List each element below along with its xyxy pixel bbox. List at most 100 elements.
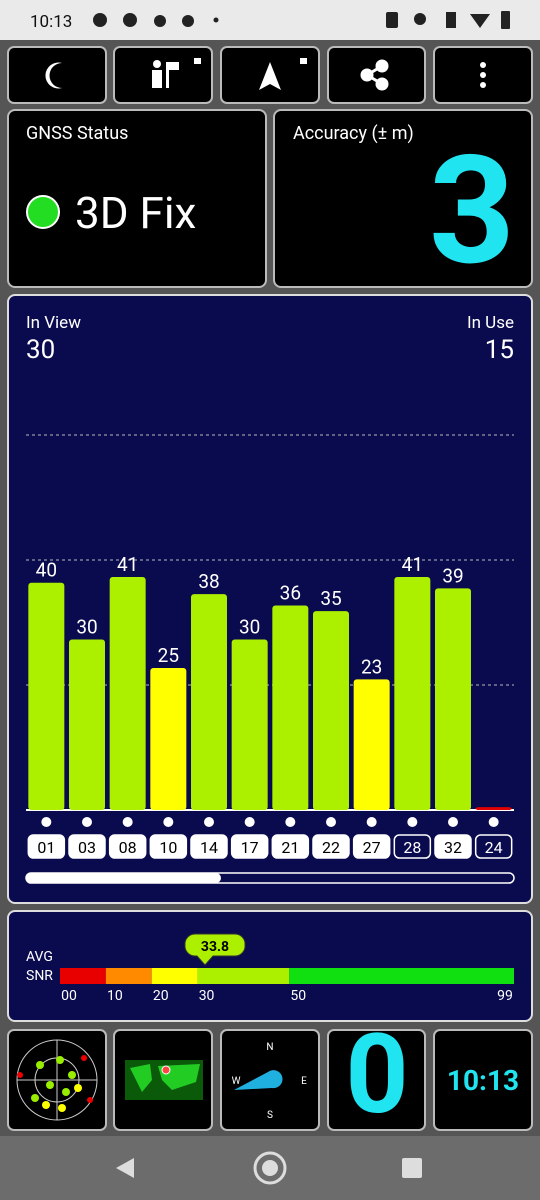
status-time: 10:13: [30, 12, 72, 32]
compass-needle: [234, 1070, 283, 1090]
sat-id-box: [108, 834, 147, 859]
clock-box: [433, 1029, 533, 1131]
lock-icon: [300, 58, 307, 64]
gnss-title: GNSS Status: [26, 123, 128, 144]
sat-dot: [244, 817, 255, 827]
sat-dot: [122, 817, 133, 827]
sat-id: 32: [444, 838, 462, 857]
arrow-icon: [259, 62, 281, 90]
night-button[interactable]: [7, 46, 107, 104]
poi-button[interactable]: [113, 46, 213, 104]
snr-tick-label: 99: [497, 988, 513, 1004]
snr-tick-label: 50: [290, 988, 306, 1004]
sat-dot: [41, 817, 52, 827]
snr-band: [60, 968, 106, 984]
in-use-label: In Use: [467, 313, 514, 333]
avg-value: 33.8: [201, 939, 229, 955]
speed-value: 0: [345, 1010, 408, 1139]
value-label: 30: [239, 616, 260, 639]
fix-indicator: [26, 195, 60, 229]
compass-n: N: [266, 1042, 273, 1053]
compass-s: S: [267, 1110, 273, 1121]
sat-id-box: [190, 834, 228, 859]
sat-id-box: [434, 834, 472, 859]
value-label: 35: [320, 587, 341, 610]
sat-id: 22: [322, 838, 340, 857]
back-button[interactable]: [116, 1158, 134, 1178]
sat-id-box: [352, 834, 391, 859]
value-label: 41: [402, 553, 423, 576]
sat-id-box: [312, 834, 350, 859]
home-dot: [262, 1160, 278, 1176]
sat-id-box: [230, 834, 269, 859]
snr-band: [197, 968, 290, 984]
sat-id: 17: [241, 838, 259, 857]
value-label: 23: [361, 655, 382, 678]
snr-panel: [7, 910, 533, 1022]
avg-marker: [184, 933, 246, 966]
bar: [109, 577, 146, 810]
home-button[interactable]: [253, 1151, 287, 1185]
snr-tick-label: 10: [107, 988, 123, 1004]
sat-id-box: [271, 834, 310, 859]
share-icon: [360, 59, 389, 91]
bar: [28, 582, 65, 810]
value-label: 38: [198, 570, 219, 593]
bar: [353, 679, 390, 810]
bar: [69, 639, 105, 810]
fix-text: 3D Fix: [75, 187, 196, 239]
recents-button[interactable]: [402, 1158, 422, 1178]
bar: [150, 667, 187, 810]
in-view-value: 30: [26, 335, 55, 365]
bar: [191, 594, 227, 810]
bar: [475, 807, 512, 810]
value-label: 36: [280, 581, 301, 604]
moon-icon: [45, 62, 62, 89]
sat-id-box: [27, 834, 66, 859]
bar: [231, 639, 268, 810]
snr-tick-label: 00: [61, 988, 77, 1004]
top-buttons: [7, 46, 533, 104]
sat-id-box: [68, 834, 106, 859]
avg-label: AVG: [26, 949, 53, 965]
accuracy-card: [273, 109, 533, 288]
value-label: 25: [158, 644, 179, 667]
sat-dot: [82, 817, 92, 827]
sat-id: 03: [78, 838, 96, 857]
snr-tick-label: 20: [153, 988, 169, 1004]
bar: [394, 577, 431, 810]
sat-id: 14: [200, 838, 218, 857]
status-icons: [93, 11, 510, 29]
sat-id-box: [149, 834, 188, 859]
snr-label: SNR: [26, 968, 53, 984]
snr-band: [105, 968, 152, 984]
value-label: 41: [117, 553, 138, 576]
status-bar: [0, 0, 540, 40]
snr-band: [151, 968, 198, 984]
accuracy-value: 3: [429, 123, 515, 299]
compass-e: E: [301, 1076, 307, 1087]
accuracy-title: Accuracy (± m): [293, 123, 414, 144]
snr-tick-label: 30: [199, 988, 215, 1004]
sat-id: 08: [119, 838, 137, 857]
bar: [313, 611, 349, 810]
sat-dot: [285, 817, 296, 827]
scroll-thumb[interactable]: [26, 873, 221, 883]
compass-w: W: [232, 1076, 241, 1087]
map-icon: [125, 1060, 203, 1100]
sat-id: 21: [281, 838, 299, 857]
sat-dot: [366, 817, 377, 827]
share-button[interactable]: [327, 46, 426, 104]
speed-box: [327, 1029, 426, 1131]
sat-dot: [407, 817, 418, 827]
menu-icon: [480, 62, 486, 88]
sat-dot: [326, 817, 336, 827]
in-view-label: In View: [26, 313, 81, 333]
bar: [272, 605, 309, 810]
snr-band: [289, 968, 514, 984]
clock-value: 10:13: [447, 1064, 519, 1097]
sat-id-box: [474, 834, 513, 859]
gnss-card: [7, 109, 267, 288]
sat-id: 01: [37, 838, 55, 857]
